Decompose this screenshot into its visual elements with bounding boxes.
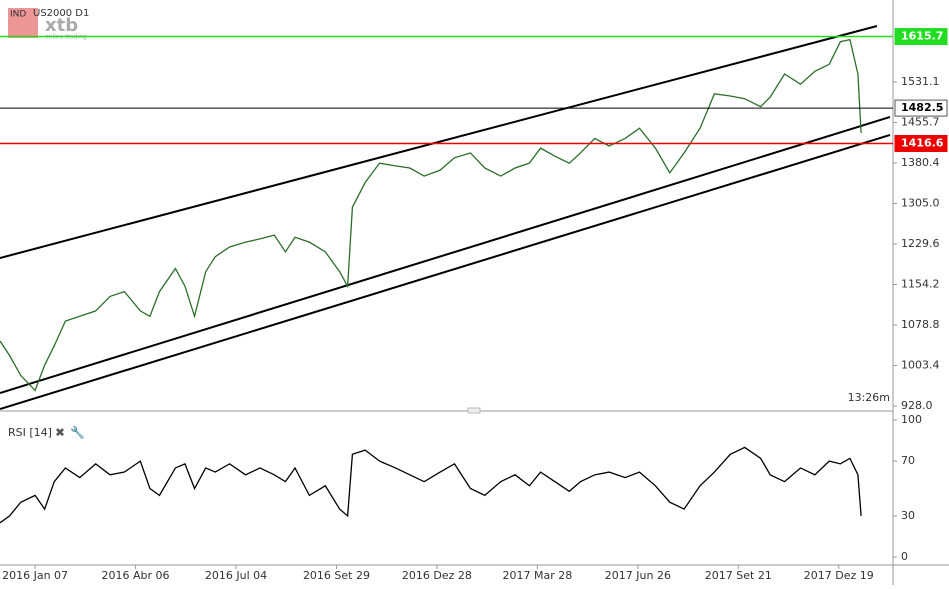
level-label-box [894,135,948,153]
level-label: 1615.7 [901,30,943,43]
x-tick-label: 2017 Set 21 [705,569,772,582]
y-tick-label: 1531.1 [901,75,940,88]
y-tick-label: 0 [901,550,908,563]
trend-line [0,134,891,410]
level-label: 1416.6 [901,137,944,150]
series-line [0,38,862,392]
x-tick-label: 2016 Dez 28 [402,569,472,582]
series-line [0,446,862,524]
logo-icon [8,8,38,38]
x-tick-label: 2017 Dez 19 [804,569,874,582]
x-tick-label: 2016 Set 29 [303,569,370,582]
x-tick-label: 2016 Jul 04 [205,569,267,582]
y-tick-label: 100 [901,413,922,426]
trend-line [0,25,878,259]
y-tick-label: 30 [901,509,915,522]
x-tick-label: 2017 Jun 26 [605,569,671,582]
pane-resize-handle[interactable] [467,407,481,414]
y-tick-label: 1003.4 [901,359,940,372]
x-tick-label: 2016 Abr 06 [102,569,170,582]
x-tick-label: 2016 Jan 07 [2,569,68,582]
x-tick-label: 2017 Mar 28 [503,569,573,582]
y-tick-label: 1305.0 [901,196,940,209]
level-label: 1482.5 [901,101,943,114]
y-tick-label: 1455.7 [901,116,940,129]
badge: IND [10,10,26,20]
y-tick-label: 1078.8 [901,318,940,331]
y-tick-label: 1229.6 [901,237,940,250]
y-tick-label: 1154.2 [901,277,940,290]
remove-icon[interactable]: ✖ [55,426,65,440]
symbol: US2000 D1 [33,8,89,19]
countdown: 13:26m [848,391,890,404]
rsi-title: RSI [14] [8,426,52,439]
settings-icon[interactable]: 🔧 [70,425,85,440]
level-label-box [894,28,948,46]
level-label-box [894,99,948,117]
y-tick-label: 70 [901,454,915,467]
logo-text: xtb [45,15,78,36]
trend-line [0,116,891,394]
y-tick-label: 928.0 [901,399,933,412]
logo: IND US2000 D1 xtb online trading [8,8,89,41]
y-tick-label: 1380.4 [901,156,940,169]
